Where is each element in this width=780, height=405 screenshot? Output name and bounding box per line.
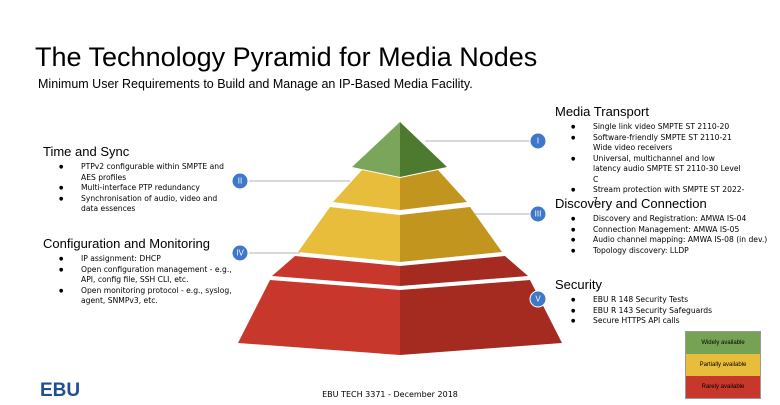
item-list: EBU R 148 Security TestsEBU R 143 Securi…: [555, 295, 745, 327]
tier-5-left: [238, 280, 400, 355]
legend: Widely available Partially available Rarel…: [685, 331, 761, 399]
item: PTPv2 configurable within SMPTE and AES …: [59, 162, 233, 183]
item: Audio channel mapping: AMWA IS-08 (in de…: [571, 235, 775, 246]
tier-2-right: [400, 170, 467, 210]
tier-4-left: [272, 256, 400, 286]
section: Discovery and Connection Discovery and Re…: [555, 196, 775, 256]
marker-circle: [529, 290, 547, 308]
item: Single link video SMPTE ST 2110-20: [571, 122, 745, 133]
legend-entry: Rarely available: [686, 376, 760, 398]
item: Synchronisation of audio, video and data…: [59, 194, 233, 215]
item: Connection Management: AMWA IS-05: [571, 225, 775, 236]
title: The Technology Pyramid for Media Nodes: [35, 42, 538, 72]
section-heading: Configuration and Monitoring: [43, 236, 210, 251]
marker-label: I: [537, 137, 539, 146]
marker-label: V: [535, 295, 541, 304]
tier-1-right: [400, 122, 447, 177]
footer: EBU TECH 3371 - December 2018: [322, 390, 458, 399]
tier-1-left: [352, 122, 400, 177]
section-heading: Discovery and Connection: [555, 196, 707, 211]
section-heading: Media Transport: [555, 104, 649, 119]
section: Configuration and Monitoring IP assignmen…: [43, 236, 243, 307]
tier-5-right: [400, 280, 562, 355]
tier-3-left: [298, 207, 400, 262]
marker-circle: [529, 205, 547, 223]
item: EBU R 148 Security Tests: [571, 295, 745, 306]
legend-entry: Widely available: [686, 332, 760, 354]
marker-label: II: [238, 177, 242, 186]
item-list: IP assignment: DHCPOpen configuration ma…: [43, 254, 243, 307]
marker-circle: [529, 132, 547, 150]
item: Multi-interface PTP redundancy: [59, 183, 233, 194]
section-heading: Time and Sync: [43, 144, 130, 159]
item: Open monitoring protocol - e.g., syslog,…: [59, 286, 243, 307]
tier-4-right: [400, 256, 528, 286]
item: EBU R 143 Security Safeguards: [571, 306, 745, 317]
tier-3-right: [400, 207, 502, 262]
item-list: Discovery and Registration: AMWA IS-04Co…: [555, 214, 775, 256]
item: IP assignment: DHCP: [59, 254, 243, 265]
item-list: Single link video SMPTE ST 2110-20Softwa…: [555, 122, 745, 206]
item: Stream protection with SMPTE ST 2022-7: [571, 185, 745, 206]
legend-entry: Partially available: [686, 354, 760, 376]
logo: EBU: [40, 380, 81, 401]
section: Time and Sync PTPv2 configurable within S…: [43, 144, 233, 215]
item: Universal, multichannel and low latency …: [571, 154, 745, 186]
item: Secure HTTPS API calls: [571, 316, 745, 327]
section: Media Transport Single link video SMPTE S…: [555, 104, 745, 206]
item-list: PTPv2 configurable within SMPTE and AES …: [43, 162, 233, 215]
item: Topology discovery: LLDP: [571, 246, 775, 257]
item: Discovery and Registration: AMWA IS-04: [571, 214, 775, 225]
section-heading: Security: [555, 277, 602, 292]
tier-2-left: [333, 170, 400, 210]
item: Open configuration management - e.g., AP…: [59, 265, 243, 286]
section: Security EBU R 148 Security TestsEBU R 14…: [555, 277, 745, 327]
subtitle: Minimum User Requirements to Build and M…: [38, 77, 473, 91]
marker-label: III: [535, 210, 542, 219]
item: Software-friendly SMPTE ST 2110-21 Wide …: [571, 133, 745, 154]
